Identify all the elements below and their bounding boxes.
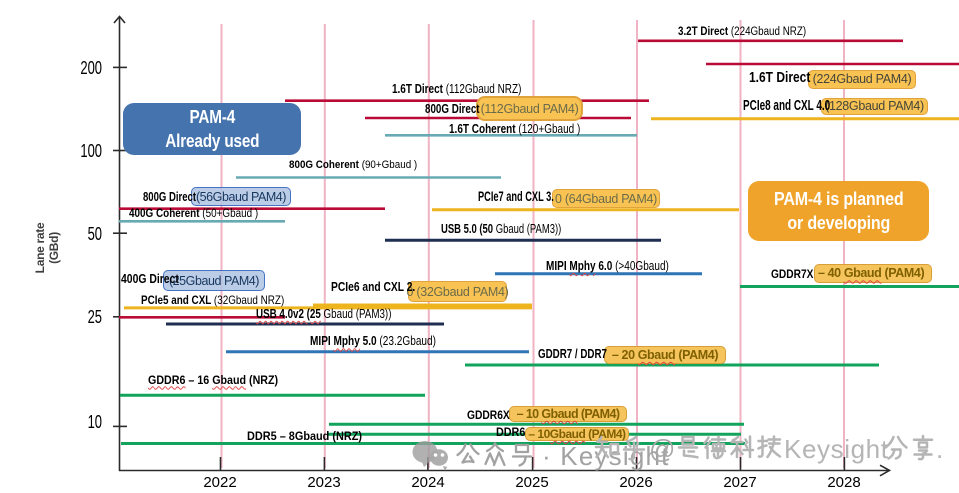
svg-text:Keysight: Keysight xyxy=(784,434,889,464)
svg-text:@: @ xyxy=(649,434,676,464)
svg-text:.: . xyxy=(936,434,943,464)
